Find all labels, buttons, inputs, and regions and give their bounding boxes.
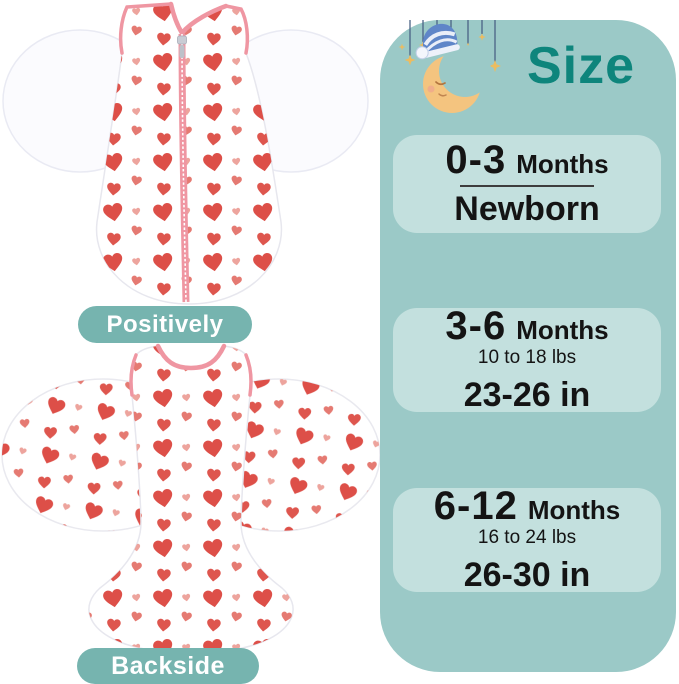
age-unit: Months — [527, 495, 621, 526]
size-detail: 26-30 in — [463, 556, 591, 595]
weight-range: 16 to 24 lbs — [477, 527, 577, 549]
age-range: 6-12 — [433, 484, 518, 529]
sleep-sack-back — [88, 343, 294, 654]
zipper — [177, 33, 190, 303]
neckline-trim — [168, 1, 229, 37]
divider-line — [460, 185, 594, 188]
right-shoulder-trim — [224, 4, 250, 55]
weight-range: 10 to 18 lbs — [477, 347, 577, 369]
size-detail: 23-26 in — [463, 376, 591, 415]
front-view-label: Positively — [78, 306, 252, 343]
size-panel-title: Size — [526, 37, 636, 95]
size-box-3-6-months: 3-6 Months 10 to 18 lbs 23-26 in — [393, 305, 661, 415]
back-view-image — [1, 343, 381, 654]
age-range: 0-3 — [445, 138, 507, 183]
size-panel: Size 0-3 Months Newborn 3-6 Months 10 to… — [380, 20, 676, 672]
back-neckline-trim — [155, 343, 227, 371]
age-row: 6-12 Months — [434, 485, 620, 527]
age-unit: Months — [516, 149, 609, 180]
left-shoulder-trim — [118, 2, 173, 55]
age-row: 3-6 Months — [445, 305, 608, 347]
sleep-sack-front — [95, 1, 283, 305]
size-box-0-3-months: 0-3 Months Newborn — [393, 135, 661, 233]
sleeping-moon-icon — [398, 20, 501, 113]
zipper-slider — [177, 35, 187, 45]
night-cap — [415, 23, 460, 60]
zipper-pull — [179, 45, 185, 58]
size-detail: Newborn — [454, 190, 600, 229]
size-box-6-12-months: 6-12 Months 16 to 24 lbs 26-30 in — [393, 485, 661, 595]
crescent-moon — [423, 45, 491, 113]
back-left-armhole-trim — [129, 353, 138, 397]
age-range: 3-6 — [445, 304, 507, 349]
back-right-armhole-trim — [244, 353, 253, 397]
age-row: 0-3 Months — [445, 139, 608, 181]
age-unit: Months — [516, 315, 609, 346]
front-view-image — [2, 1, 369, 305]
back-view-label: Backside — [77, 648, 259, 684]
